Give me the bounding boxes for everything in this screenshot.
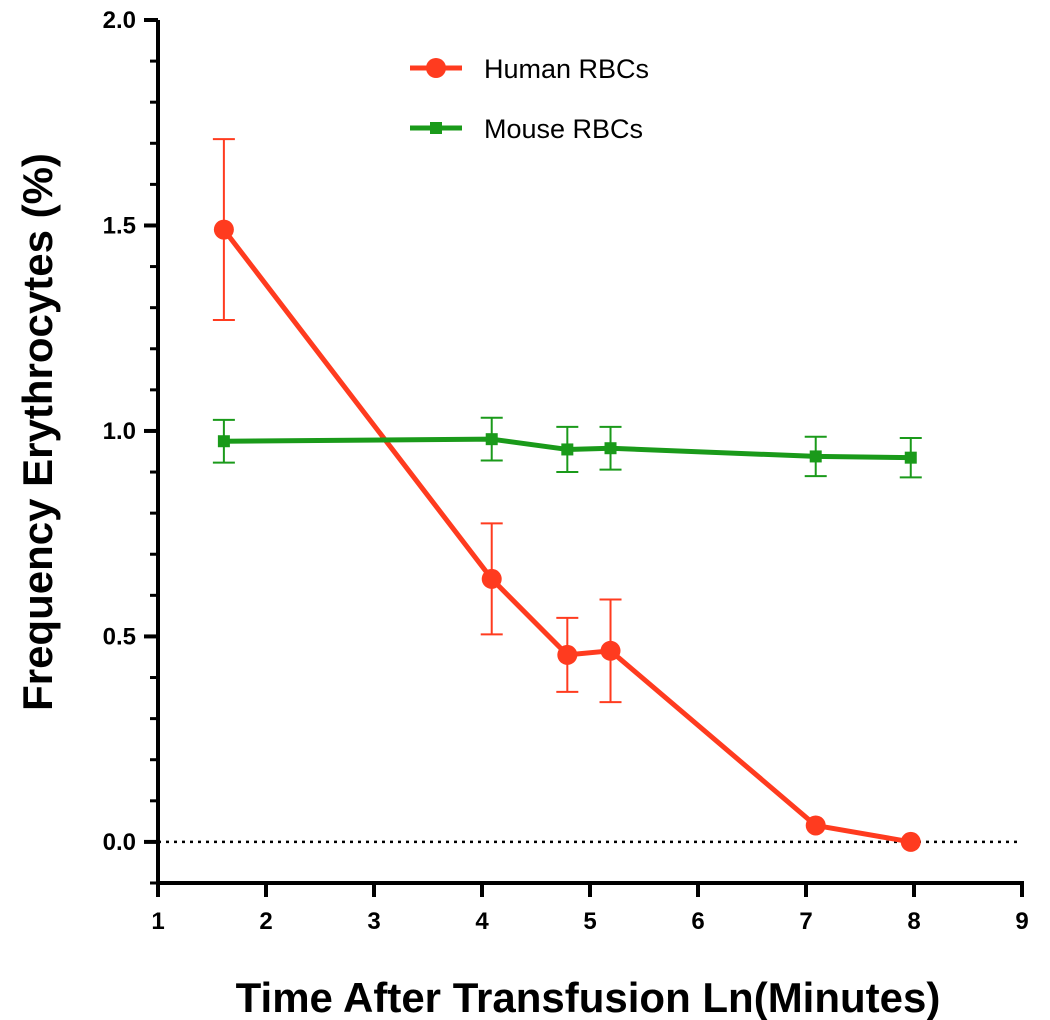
legend: Human RBCs Mouse RBCs [410,54,649,144]
x-tick-label: 4 [475,908,489,935]
data-point [809,450,822,463]
y-tick-label: 0.0 [103,829,136,856]
series-layer [212,138,922,852]
x-tick-label: 7 [799,908,812,935]
x-tick-label: 5 [583,908,596,935]
data-point [600,640,621,661]
x-tick-label: 9 [1015,908,1028,935]
x-tick-label: 6 [691,908,704,935]
data-point [481,568,502,589]
data-point [900,831,921,852]
data-point [805,815,826,836]
axes: 0.0 0.5 1.0 1.5 2.0 1 2 3 4 5 6 7 8 9 [103,7,1029,935]
x-tick-label: 3 [367,908,380,935]
y-axis-title: Frequency Erythrocytes (%) [14,153,61,711]
x-tick-label: 8 [907,908,920,935]
data-point [217,435,230,448]
series-line [221,228,912,845]
data-point [904,451,917,464]
y-tick-label: 1.0 [103,418,136,445]
x-tick-label: 1 [151,908,164,935]
legend-label: Mouse RBCs [484,114,643,144]
data-point [557,644,578,665]
legend-swatch-marker [426,58,446,78]
data-point [485,433,498,446]
series-human-rbcs [212,138,921,852]
y-tick-label: 0.5 [103,623,136,650]
x-tick-label: 2 [259,908,272,935]
series-mouse-rbcs [212,416,922,479]
y-tick-label: 1.5 [103,212,136,239]
y-tick-label: 2.0 [103,7,136,34]
series-line [223,436,911,461]
x-axis-title: Time After Transfusion Ln(Minutes) [236,974,941,1020]
data-point [213,219,234,240]
data-point [561,443,574,456]
legend-swatch-marker [430,122,442,134]
data-point [604,442,617,455]
legend-label: Human RBCs [484,54,649,84]
